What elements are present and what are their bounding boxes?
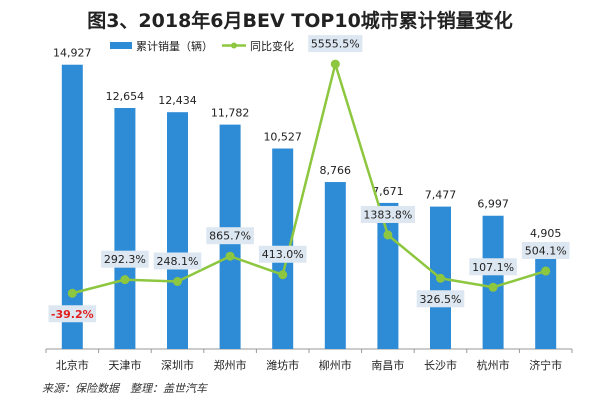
line-point <box>541 266 551 276</box>
bar <box>61 64 83 349</box>
x-tick-label: 南昌市 <box>371 358 404 372</box>
line-point <box>383 230 393 240</box>
bar-value-label: 12,654 <box>106 90 145 103</box>
bar <box>535 255 557 349</box>
line-value-label: 5555.5% <box>311 38 360 51</box>
x-tick-label: 长沙市 <box>424 358 457 372</box>
bar <box>482 215 504 349</box>
line-value-label: 107.1% <box>472 261 514 274</box>
bar-value-label: 7,671 <box>372 185 404 198</box>
line-point <box>436 273 445 283</box>
line-value-label: 865.7% <box>209 230 251 243</box>
line-point <box>330 59 340 69</box>
bar-value-label: 11,782 <box>211 107 250 120</box>
line-label-box <box>308 35 363 53</box>
line-value-label: 413.0% <box>262 248 304 261</box>
x-tick-label: 杭州市 <box>477 358 510 372</box>
line-label-box <box>153 252 202 270</box>
line-value-label: 326.5% <box>420 293 462 306</box>
line-label-box <box>258 245 307 263</box>
x-tick-label: 郑州市 <box>214 358 247 372</box>
line-label-box <box>416 290 465 308</box>
source-note: 来源：保险数据 整理：盖世汽车 <box>42 382 207 395</box>
bar <box>167 112 188 349</box>
line-value-label: 1383.8% <box>363 208 412 221</box>
line-point <box>488 282 498 292</box>
line-series <box>71 59 547 295</box>
line-point <box>67 288 77 298</box>
bar-value-label: 4,905 <box>530 227 562 240</box>
legend-line-label: 同比变化 <box>250 39 294 53</box>
bar-value-label: 14,927 <box>53 47 92 60</box>
x-tick-label: 天津市 <box>108 358 141 372</box>
chart-title: 图3、2018年6月BEV TOP10城市累计销量变化 <box>87 10 513 32</box>
line-point <box>225 251 235 261</box>
line-label-box <box>206 227 254 245</box>
bar-value-label: 12,434 <box>158 94 197 107</box>
legend-line-marker <box>231 42 237 49</box>
bar-value-label: 6,997 <box>477 198 509 211</box>
line-value-label: -39.2% <box>51 308 94 321</box>
bar-value-label: 7,477 <box>425 189 457 202</box>
bar-value-label: 10,527 <box>263 131 302 144</box>
line-point <box>173 276 182 286</box>
line-label-box <box>469 258 517 276</box>
legend-bar-swatch <box>110 42 132 49</box>
line-value-label: 504.1% <box>525 245 567 258</box>
line-point <box>278 270 288 280</box>
x-tick-label: 深圳市 <box>161 358 194 372</box>
x-tick-label: 济宁市 <box>529 358 562 372</box>
bar <box>324 182 346 349</box>
x-tick-label: 柳州市 <box>319 358 352 372</box>
line-value-label: 292.3% <box>104 253 146 266</box>
legend-bar-label: 累计销量（辆） <box>136 39 213 53</box>
line-label-box <box>48 305 97 323</box>
line-value-label: 248.1% <box>157 255 199 268</box>
line-label-box <box>521 242 570 260</box>
bar <box>377 202 399 349</box>
line-label-box <box>101 250 149 268</box>
line-point <box>120 275 130 285</box>
line-label-box <box>360 205 415 223</box>
bar <box>114 108 136 349</box>
bar-value-label: 8,766 <box>320 164 352 177</box>
x-tick-label: 北京市 <box>56 358 89 372</box>
x-tick-label: 潍坊市 <box>266 358 299 372</box>
